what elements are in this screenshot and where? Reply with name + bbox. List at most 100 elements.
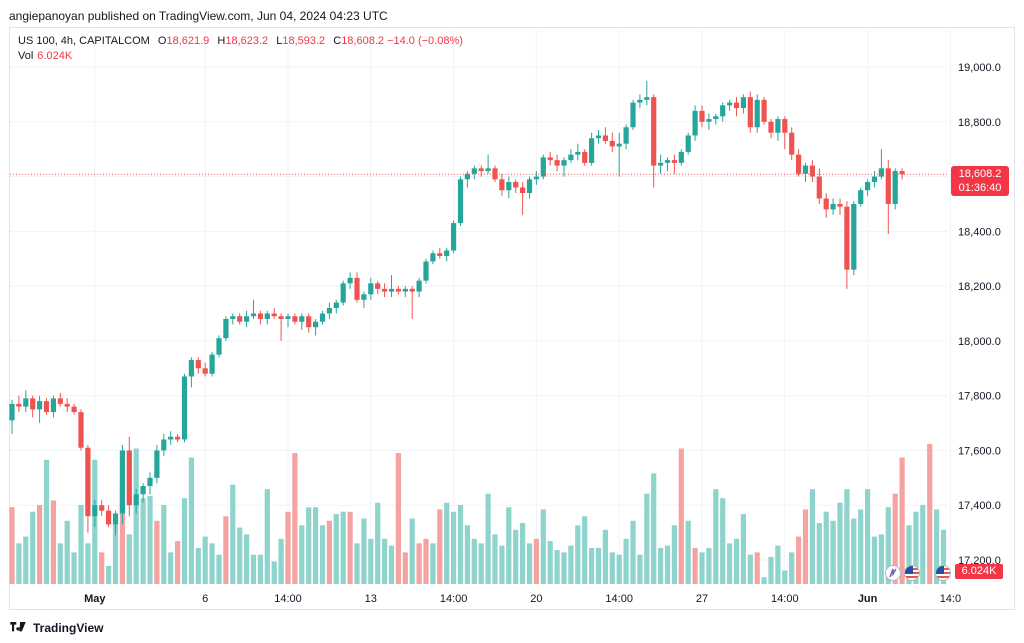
candle-body[interactable] (140, 486, 146, 495)
candle-body[interactable] (892, 171, 898, 204)
candle-body[interactable] (678, 151, 684, 163)
candle-body[interactable] (727, 102, 733, 106)
candle-body[interactable] (713, 116, 719, 120)
candle-body[interactable] (306, 316, 312, 328)
candle-body[interactable] (395, 288, 401, 292)
candle-body[interactable] (844, 206, 850, 270)
candle-body[interactable] (761, 99, 767, 122)
candle-body[interactable] (616, 143, 622, 147)
candle-body[interactable] (409, 288, 415, 292)
candle-body[interactable] (278, 316, 284, 319)
candle-body[interactable] (464, 173, 470, 180)
candle-body[interactable] (126, 450, 132, 506)
candle-body[interactable] (485, 168, 491, 172)
candle-body[interactable] (582, 151, 588, 163)
candle-body[interactable] (754, 99, 760, 128)
candle-body[interactable] (623, 127, 629, 144)
candle-body[interactable] (775, 119, 781, 133)
candle-body[interactable] (50, 398, 56, 413)
candle-body[interactable] (457, 179, 464, 224)
candle-body[interactable] (733, 102, 740, 109)
candle-body[interactable] (230, 316, 236, 319)
candle-body[interactable] (782, 119, 788, 133)
candle-body[interactable] (133, 494, 139, 506)
candle-body[interactable] (575, 151, 581, 155)
candle-body[interactable] (871, 176, 878, 183)
candle-body[interactable] (692, 110, 698, 136)
dividends-icon[interactable] (885, 565, 901, 581)
candle-body[interactable] (796, 154, 802, 174)
candle-body[interactable] (554, 160, 560, 166)
candle-body[interactable] (181, 376, 188, 440)
candle-body[interactable] (609, 140, 615, 147)
candle-body[interactable] (216, 338, 222, 355)
candle-body[interactable] (388, 288, 395, 292)
candle-body[interactable] (589, 138, 595, 163)
candle-body[interactable] (361, 294, 367, 300)
candle-body[interactable] (16, 403, 22, 407)
candle-body[interactable] (78, 412, 84, 448)
candle-body[interactable] (837, 203, 843, 207)
candle-body[interactable] (651, 97, 657, 166)
candle-body[interactable] (416, 280, 422, 292)
candle-body[interactable] (71, 406, 77, 413)
candle-body[interactable] (671, 160, 677, 163)
candle-body[interactable] (595, 135, 602, 139)
candle-body[interactable] (106, 510, 112, 525)
candle-body[interactable] (168, 436, 174, 440)
candle-body[interactable] (899, 171, 905, 175)
candle-body[interactable] (175, 436, 181, 440)
candle-body[interactable] (319, 313, 326, 322)
candle-body[interactable] (333, 302, 339, 309)
candle-body[interactable] (526, 179, 533, 193)
candle-body[interactable] (223, 318, 229, 339)
candle-body[interactable] (382, 288, 388, 292)
candle-body[interactable] (540, 157, 546, 177)
candle-body[interactable] (250, 313, 257, 317)
candle-body[interactable] (354, 277, 360, 300)
candle-body[interactable] (878, 168, 884, 177)
candle-body[interactable] (851, 203, 857, 270)
candle-body[interactable] (340, 283, 346, 303)
candle-body[interactable] (30, 398, 36, 410)
candle-body[interactable] (437, 253, 443, 256)
candle-body[interactable] (471, 168, 477, 174)
candle-body[interactable] (23, 398, 29, 407)
candle-body[interactable] (644, 97, 650, 100)
candle-body[interactable] (244, 316, 250, 322)
candle-body[interactable] (809, 165, 815, 177)
candle-body[interactable] (602, 135, 608, 141)
candle-body[interactable] (43, 401, 50, 413)
candle-body[interactable] (858, 190, 864, 204)
candle-body[interactable] (119, 450, 125, 514)
candle-body[interactable] (720, 105, 726, 117)
candle-body[interactable] (195, 360, 201, 369)
candle-body[interactable] (513, 182, 519, 188)
candle-body[interactable] (637, 99, 643, 103)
candle-body[interactable] (568, 154, 574, 161)
candle-body[interactable] (264, 313, 270, 319)
candle-body[interactable] (313, 321, 319, 328)
us-flag-icon[interactable] (935, 565, 951, 581)
candle-body[interactable] (237, 316, 243, 322)
candle-body[interactable] (430, 253, 436, 262)
candle-body[interactable] (885, 168, 891, 204)
candle-body[interactable] (444, 250, 450, 256)
candle-body[interactable] (112, 513, 119, 525)
candle-body[interactable] (37, 401, 43, 410)
candle-body[interactable] (547, 157, 553, 161)
candle-body[interactable] (499, 179, 505, 191)
candle-body[interactable] (506, 182, 512, 191)
candle-body[interactable] (285, 316, 291, 319)
candle-body[interactable] (375, 283, 381, 289)
candle-body[interactable] (520, 187, 526, 193)
candle-body[interactable] (830, 203, 836, 210)
candle-body[interactable] (92, 505, 98, 517)
candle-body[interactable] (347, 277, 353, 284)
candle-body[interactable] (368, 283, 374, 295)
candle-body[interactable] (402, 288, 408, 292)
candle-body[interactable] (64, 403, 70, 407)
candle-body[interactable] (85, 447, 91, 517)
candle-body[interactable] (740, 97, 746, 109)
